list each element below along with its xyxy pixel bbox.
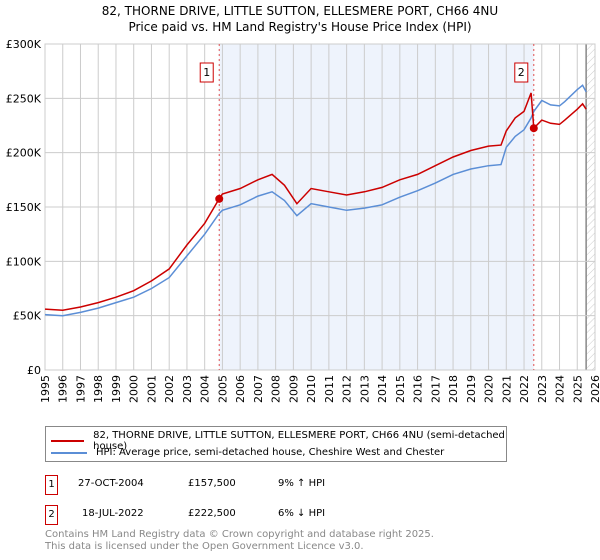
plot-border [44, 43, 596, 371]
x-tick-label: 1997 [74, 375, 87, 403]
x-tick-label: 2024 [554, 375, 567, 403]
x-tick-label: 2011 [323, 375, 336, 403]
x-tick-label: 2020 [483, 375, 496, 403]
sale-price: £157,500 [188, 478, 236, 489]
legend: 82, THORNE DRIVE, LITTLE SUTTON, ELLESME… [45, 426, 507, 462]
x-tick-label: 2025 [571, 375, 584, 403]
sale-row: 1 27-OCT-2004 £157,500 9% ↑ HPI [45, 475, 445, 495]
x-tick-label: 1998 [92, 375, 105, 403]
y-tick-label: £0 [27, 364, 41, 377]
series-line [44, 84, 587, 317]
sale-point [529, 124, 538, 133]
x-tick-label: 2023 [536, 375, 549, 403]
x-tick-label: 2004 [199, 375, 212, 403]
annotation-box [199, 62, 214, 83]
x-tick-label: 2006 [234, 375, 247, 403]
x-tick-label: 2022 [518, 375, 531, 403]
x-tick-label: 2000 [128, 375, 141, 403]
annotation-label: 2 [518, 66, 525, 79]
chart-title: 82, THORNE DRIVE, LITTLE SUTTON, ELLESME… [101, 4, 499, 18]
x-tick-label: 2017 [429, 375, 442, 403]
x-tick-label: 2016 [412, 375, 425, 403]
y-tick-label: £250K [6, 92, 42, 105]
annotation-box [514, 62, 529, 83]
sale-date: 18-JUL-2022 [82, 508, 144, 519]
chart-subtitle: Price paid vs. HM Land Registry's House … [128, 20, 472, 34]
sale-price: £222,500 [188, 508, 236, 519]
x-tick-label: 2019 [465, 375, 478, 403]
y-tick-label: £200K [6, 147, 42, 160]
footer: Contains HM Land Registry data © Crown c… [45, 529, 434, 553]
x-tick-label: 1999 [110, 375, 123, 403]
sale-hpi-diff: 9% ↑ HPI [278, 478, 326, 489]
x-tick-label: 2001 [145, 375, 158, 403]
x-tick-label: 1995 [39, 375, 52, 403]
legend-swatch [51, 440, 85, 442]
y-tick-label: £150K [6, 201, 42, 214]
legend-swatch [51, 451, 87, 454]
annotation-label: 1 [203, 66, 210, 79]
x-tick-label: 2014 [376, 375, 389, 403]
x-tick-label: 2010 [305, 375, 318, 403]
x-tick-label: 2002 [163, 375, 176, 403]
y-tick-label: £300K [6, 38, 42, 51]
x-tick-label: 2005 [216, 375, 229, 403]
x-tick-label: 2012 [341, 375, 354, 403]
legend-label: HPI: Average price, semi-detached house,… [96, 447, 445, 458]
sale-hpi-diff: 6% ↓ HPI [278, 508, 326, 519]
y-tick-label: £50K [13, 310, 42, 323]
x-tick-label: 2013 [358, 375, 371, 403]
footer-line: This data is licensed under the Open Gov… [45, 541, 364, 552]
sale-date: 27-OCT-2004 [78, 478, 144, 489]
x-tick-label: 2007 [252, 375, 265, 403]
x-tick-label: 1996 [57, 375, 70, 403]
sale-marker-badge: 2 [45, 505, 58, 525]
sale-marker-badge: 1 [45, 475, 58, 495]
y-tick-label: £100K [6, 255, 42, 268]
sale-point [215, 194, 224, 203]
legend-item-property: 82, THORNE DRIVE, LITTLE SUTTON, ELLESME… [51, 430, 506, 452]
legend-label: 82, THORNE DRIVE, LITTLE SUTTON, ELLESME… [93, 430, 505, 452]
sale-row: 2 18-JUL-2022 £222,500 6% ↓ HPI [45, 505, 445, 525]
x-tick-label: 2009 [287, 375, 300, 403]
x-tick-label: 2008 [270, 375, 283, 403]
x-tick-label: 2018 [447, 375, 460, 403]
footer-line: Contains HM Land Registry data © Crown c… [45, 529, 434, 540]
x-tick-label: 2015 [394, 375, 407, 403]
line-chart: 1995 1996 1997 1998 1999 2000 2001 2002 2003 2004… [6, 38, 600, 403]
x-tick-label: 2021 [500, 375, 513, 403]
x-tick-label: 2026 [589, 375, 600, 403]
legend-item-hpi: HPI: Average price, semi-detached house,… [51, 447, 444, 458]
x-tick-label: 2003 [181, 375, 194, 403]
